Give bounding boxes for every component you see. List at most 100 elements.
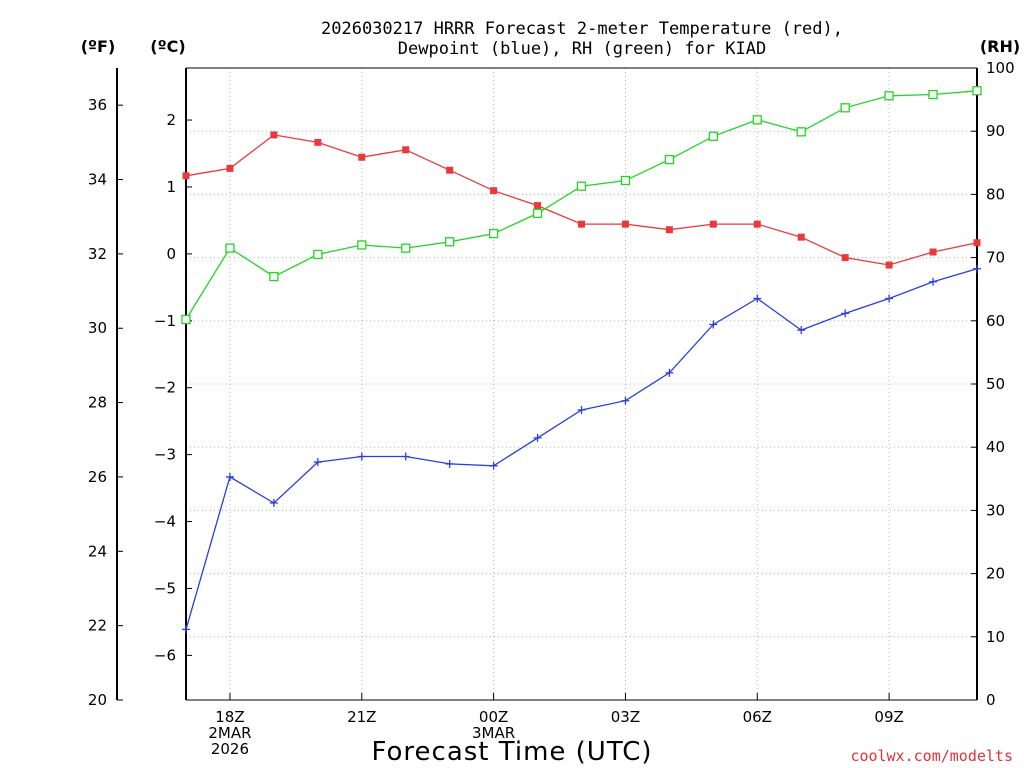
rh-tick-label: 50	[986, 375, 1005, 393]
celsius-tick-label: 1	[166, 178, 176, 196]
temperature-point	[446, 166, 454, 174]
fahrenheit-tick-label: 20	[88, 691, 107, 709]
temperature-point	[182, 172, 190, 180]
temperature-point	[226, 164, 234, 172]
x-tick-label: 00Z	[479, 708, 508, 726]
celsius-tick-label: 2	[166, 111, 176, 129]
temperature-point	[885, 261, 893, 269]
rh-point	[708, 131, 718, 141]
chart-title-line1: 2026030217 HRRR Forecast 2-meter Tempera…	[321, 19, 843, 39]
dewpoint-point	[929, 277, 938, 286]
rh-tick-label: 40	[986, 438, 1005, 456]
temperature-point	[490, 187, 498, 195]
rh-tick-label: 60	[986, 312, 1005, 330]
rh-point	[884, 91, 894, 101]
rh-point	[928, 89, 938, 100]
dewpoint-point	[665, 368, 674, 377]
rh-tick-label: 70	[986, 249, 1005, 267]
x-tick-label: 06Z	[743, 708, 772, 726]
fahrenheit-tick-label: 24	[88, 542, 107, 560]
temperature-point	[314, 138, 322, 146]
temperature-point	[534, 202, 542, 210]
celsius-tick-label: −3	[154, 446, 176, 464]
dewpoint-point	[182, 625, 190, 634]
rh-point	[401, 243, 411, 253]
dewpoint-line	[185, 268, 978, 630]
rh-point	[532, 208, 543, 219]
dewpoint-point	[533, 433, 542, 442]
fahrenheit-tick-label: 28	[88, 394, 107, 412]
x-tick-label: 2MAR	[208, 724, 251, 742]
temperature-point	[753, 220, 761, 228]
celsius-tick-label: 0	[166, 245, 176, 263]
temperature-point	[973, 239, 981, 247]
x-tick-label: 2026	[211, 740, 249, 758]
dewpoint-point	[885, 294, 894, 303]
rh-point	[620, 175, 631, 186]
temperature-point	[797, 233, 805, 241]
celsius-tick-label: −4	[154, 513, 176, 531]
celsius-tick-label: −2	[154, 379, 176, 397]
celsius-tick-label: −1	[154, 312, 176, 330]
x-tick-label: 09Z	[874, 708, 903, 726]
dewpoint-point	[973, 264, 981, 273]
celsius-tick-label: −6	[154, 646, 176, 664]
rh-tick-label: 10	[986, 628, 1005, 646]
rh-point	[313, 249, 323, 260]
x-tick-label: 18Z	[215, 708, 244, 726]
fahrenheit-axis: 20 22 24 26 28 30 32 34 36	[88, 68, 123, 709]
fahrenheit-tick-label: 30	[88, 319, 107, 337]
rh-tick-label: 80	[986, 185, 1005, 203]
rh-point	[664, 154, 675, 165]
fahrenheit-tick-label: 22	[88, 617, 107, 635]
fahrenheit-unit-label: (ºF)	[81, 37, 116, 56]
rh-tick-label: 90	[986, 122, 1005, 140]
dewpoint-point	[841, 309, 850, 318]
rh-point	[269, 271, 279, 282]
rh-tick-label: 0	[986, 691, 996, 709]
temperature-point	[578, 220, 585, 228]
temperature-point	[841, 254, 849, 262]
dewpoint-point	[401, 452, 410, 461]
celsius-unit-label: (ºC)	[150, 37, 185, 56]
temperature-point	[358, 153, 366, 161]
series-layer	[181, 86, 982, 634]
rh-point	[357, 240, 367, 250]
dewpoint-point	[269, 498, 278, 507]
grid-lines	[186, 68, 977, 700]
fahrenheit-tick-label: 26	[88, 468, 107, 486]
dewpoint-point	[489, 461, 498, 470]
rh-line	[185, 90, 978, 320]
rh-point	[840, 103, 850, 113]
rh-axis: 0 10 20 30 40 50 60 70 80 90 100	[971, 59, 1015, 709]
chart-title-line2: Dewpoint (blue), RH (green) for KIAD	[398, 39, 766, 59]
rh-unit-label: (RH)	[980, 37, 1020, 56]
temperature-point	[929, 248, 937, 256]
celsius-axis: −6 −5 −4 −3 −2 −1 0 1 2	[154, 111, 192, 664]
rh-point	[972, 86, 982, 96]
dewpoint-point	[709, 320, 718, 329]
rh-point	[488, 228, 499, 239]
dewpoint-point	[357, 452, 366, 461]
celsius-tick-label: −5	[154, 579, 176, 597]
x-tick-label: 21Z	[347, 708, 376, 726]
rh-tick-label: 20	[986, 565, 1005, 583]
temperature-point	[665, 226, 673, 234]
rh-tick-label: 30	[986, 501, 1005, 519]
dewpoint-point	[313, 458, 322, 467]
temperature-line	[185, 134, 978, 266]
dewpoint-point	[577, 406, 586, 415]
rh-point	[181, 314, 191, 325]
temperature-point	[709, 220, 717, 228]
dewpoint-point	[621, 396, 630, 405]
rh-tick-label: 100	[986, 59, 1015, 77]
rh-point	[225, 243, 235, 253]
temperature-point	[402, 146, 410, 154]
x-tick-label: 03Z	[611, 708, 640, 726]
temperature-point	[270, 131, 278, 139]
rh-point	[752, 115, 762, 125]
rh-point	[445, 237, 455, 247]
dewpoint-point	[797, 326, 806, 335]
